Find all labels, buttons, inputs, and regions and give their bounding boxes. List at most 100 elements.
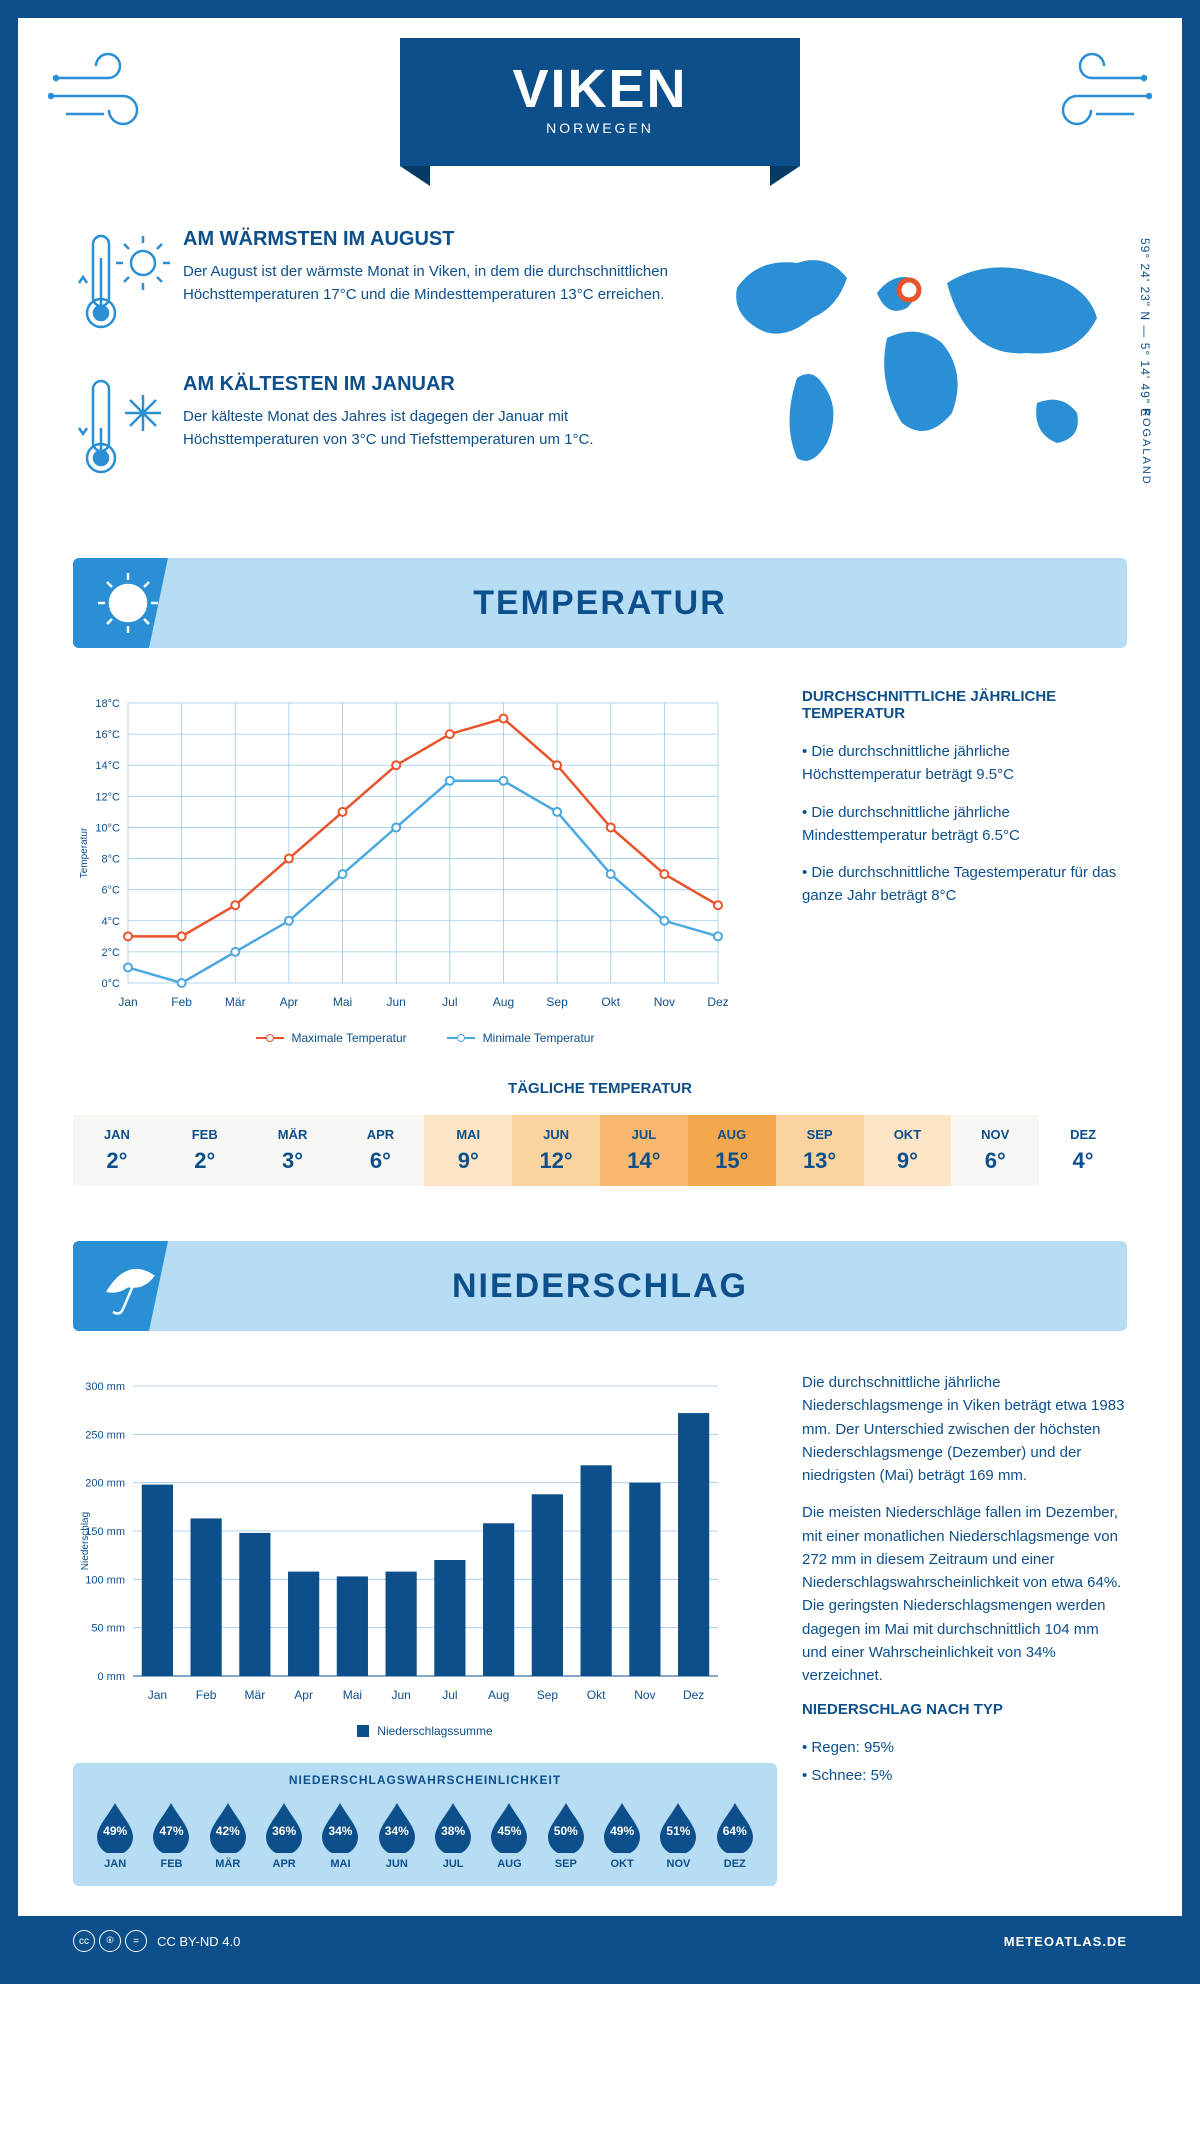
precipitation-legend: Niederschlagssumme — [73, 1724, 777, 1738]
precip-p1: Die durchschnittliche jährliche Niedersc… — [802, 1371, 1127, 1487]
sun-icon — [93, 568, 163, 643]
prob-item: 45% AUG — [481, 1799, 537, 1870]
coldest-fact: AM KÄLTESTEN IM JANUAR Der kälteste Mona… — [73, 373, 687, 488]
svg-text:300 mm: 300 mm — [85, 1381, 125, 1393]
cc-icons: cc 🅯 = — [73, 1930, 147, 1952]
daily-temp-cell: OKT9° — [864, 1115, 952, 1186]
raindrop-icon: 34% — [318, 1799, 362, 1853]
daily-temp-title: TÄGLICHE TEMPERATUR — [73, 1080, 1127, 1097]
temperature-title: TEMPERATUR — [473, 584, 727, 623]
svg-text:150 mm: 150 mm — [85, 1526, 125, 1538]
raindrop-icon: 47% — [149, 1799, 193, 1853]
raindrop-icon: 64% — [713, 1799, 757, 1853]
raindrop-icon: 38% — [431, 1799, 475, 1853]
wind-icon-left — [48, 48, 158, 143]
svg-text:Sep: Sep — [546, 995, 568, 1009]
legend-min-label: Minimale Temperatur — [483, 1031, 595, 1045]
prob-item: 50% SEP — [538, 1799, 594, 1870]
infographic-frame: VIKEN NORWEGEN — [0, 0, 1200, 1984]
svg-text:16°C: 16°C — [95, 729, 120, 741]
svg-text:250 mm: 250 mm — [85, 1429, 125, 1441]
nd-icon: = — [125, 1930, 147, 1952]
svg-text:14°C: 14°C — [95, 760, 120, 772]
daily-temp-cell: JUN12° — [512, 1115, 600, 1186]
precip-type-heading: NIEDERSCHLAG NACH TYP — [802, 1701, 1127, 1718]
svg-text:Jul: Jul — [442, 995, 457, 1009]
page-title: VIKEN — [400, 58, 800, 120]
precipitation-probability-panel: NIEDERSCHLAGSWAHRSCHEINLICHKEIT 49% JAN … — [73, 1763, 777, 1886]
coordinates: 59° 24' 23" N — 5° 14' 49" E — [1138, 238, 1152, 417]
precip-legend-label: Niederschlagssumme — [377, 1724, 492, 1738]
svg-text:Dez: Dez — [707, 995, 728, 1009]
temp-bullet-2: • Die durchschnittliche jährliche Mindes… — [802, 801, 1127, 848]
daily-temp-cell: APR6° — [337, 1115, 425, 1186]
footer: cc 🅯 = CC BY-ND 4.0 METEOATLAS.DE — [18, 1916, 1182, 1966]
svg-text:10°C: 10°C — [95, 822, 120, 834]
precip-p2: Die meisten Niederschläge fallen im Deze… — [802, 1501, 1127, 1687]
prob-item: 34% JUN — [369, 1799, 425, 1870]
svg-text:12°C: 12°C — [95, 791, 120, 803]
svg-text:Nov: Nov — [654, 995, 675, 1009]
prob-item: 51% NOV — [650, 1799, 706, 1870]
temperature-section-header: TEMPERATUR — [73, 558, 1127, 648]
svg-text:200 mm: 200 mm — [85, 1478, 125, 1490]
svg-text:Dez: Dez — [683, 1688, 704, 1702]
prob-item: 47% FEB — [143, 1799, 199, 1870]
raindrop-icon: 50% — [544, 1799, 588, 1853]
svg-text:6°C: 6°C — [102, 885, 121, 897]
svg-text:Aug: Aug — [493, 995, 514, 1009]
daily-temp-cell: JUL14° — [600, 1115, 688, 1186]
svg-text:Mär: Mär — [245, 1688, 266, 1702]
umbrella-icon — [93, 1251, 163, 1326]
svg-text:Aug: Aug — [488, 1688, 509, 1702]
temperature-info: DURCHSCHNITTLICHE JÄHRLICHE TEMPERATUR •… — [777, 688, 1127, 1045]
svg-text:Apr: Apr — [280, 995, 299, 1009]
daily-temp-cell: JAN2° — [73, 1115, 161, 1186]
cc-icon: cc — [73, 1930, 95, 1952]
svg-text:0 mm: 0 mm — [98, 1671, 126, 1683]
daily-temp-cell: MAI9° — [424, 1115, 512, 1186]
svg-text:Apr: Apr — [294, 1688, 313, 1702]
raindrop-icon: 51% — [656, 1799, 700, 1853]
prob-item: 49% JAN — [87, 1799, 143, 1870]
svg-text:Feb: Feb — [196, 1688, 217, 1702]
precipitation-section-header: NIEDERSCHLAG — [73, 1241, 1127, 1331]
svg-text:Jan: Jan — [118, 995, 137, 1009]
raindrop-icon: 49% — [600, 1799, 644, 1853]
daily-temp-cell: DEZ4° — [1039, 1115, 1127, 1186]
temp-bullet-1: • Die durchschnittliche jährliche Höchst… — [802, 740, 1127, 787]
wind-icon-right — [1042, 48, 1152, 143]
prob-item: 42% MÄR — [200, 1799, 256, 1870]
daily-temp-cell: NOV6° — [951, 1115, 1039, 1186]
world-map-panel: 59° 24' 23" N — 5° 14' 49" E ROGALAND — [687, 228, 1127, 518]
license-text: CC BY-ND 4.0 — [157, 1934, 240, 1949]
coldest-heading: AM KÄLTESTEN IM JANUAR — [183, 373, 687, 396]
page-subtitle: NORWEGEN — [400, 120, 800, 136]
precipitation-info: Die durchschnittliche jährliche Niedersc… — [777, 1371, 1127, 1886]
svg-text:8°C: 8°C — [102, 854, 121, 866]
thermometer-snow-icon — [73, 373, 183, 488]
daily-temp-cell: SEP13° — [776, 1115, 864, 1186]
svg-text:2°C: 2°C — [102, 947, 121, 959]
prob-item: 38% JUL — [425, 1799, 481, 1870]
thermometer-sun-icon — [73, 228, 183, 343]
warmest-heading: AM WÄRMSTEN IM AUGUST — [183, 228, 687, 251]
raindrop-icon: 45% — [487, 1799, 531, 1853]
svg-text:0°C: 0°C — [102, 978, 121, 990]
svg-text:Feb: Feb — [171, 995, 192, 1009]
daily-temp-cell: FEB2° — [161, 1115, 249, 1186]
legend-max-label: Maximale Temperatur — [292, 1031, 407, 1045]
svg-text:Jul: Jul — [442, 1688, 457, 1702]
svg-text:Jan: Jan — [148, 1688, 167, 1702]
prob-item: 49% OKT — [594, 1799, 650, 1870]
svg-text:Okt: Okt — [587, 1688, 606, 1702]
raindrop-icon: 49% — [93, 1799, 137, 1853]
prob-item: 34% MAI — [312, 1799, 368, 1870]
svg-text:Sep: Sep — [537, 1688, 559, 1702]
region-label: ROGALAND — [1140, 408, 1152, 486]
svg-text:Okt: Okt — [601, 995, 620, 1009]
daily-temperature-table: JAN2°FEB2°MÄR3°APR6°MAI9°JUN12°JUL14°AUG… — [73, 1115, 1127, 1186]
daily-temp-cell: AUG15° — [688, 1115, 776, 1186]
prob-item: 36% APR — [256, 1799, 312, 1870]
svg-text:Mai: Mai — [333, 995, 352, 1009]
